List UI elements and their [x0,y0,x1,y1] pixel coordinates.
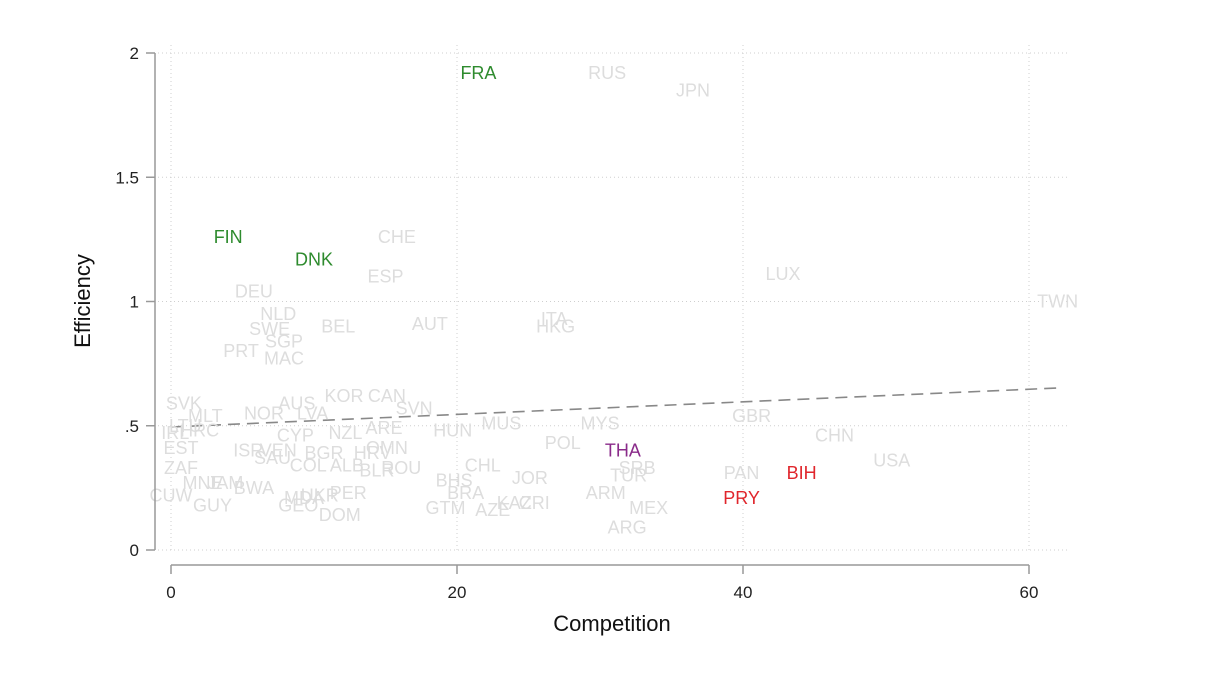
point-label-cri: CRI [519,493,550,513]
point-label-irl: IRL [161,423,189,443]
point-label-dom: DOM [319,505,361,525]
point-label-esp: ESP [367,267,403,287]
point-label-fin: FIN [214,227,243,247]
point-label-pry: PRY [723,488,760,508]
point-label-omn: OMN [366,438,408,458]
point-label-arg: ARG [608,518,647,538]
point-label-zaf: ZAF [164,458,198,478]
y-tick-label: 0 [130,541,139,560]
point-label-jor: JOR [512,468,548,488]
y-axis-title: Efficiency [70,254,95,348]
point-label-kor: KOR [325,386,364,406]
point-label-jam: JAM [207,473,243,493]
point-label-guy: GUY [193,495,232,515]
point-label-est: EST [164,438,199,458]
point-label-fra: FRA [460,63,496,83]
point-label-sgp: SGP [265,331,303,351]
point-label-svk: SVK [166,393,202,413]
point-label-mus: MUS [481,413,521,433]
point-label-bel: BEL [321,316,355,336]
point-label-lva: LVA [297,403,328,423]
point-label-nzl: NZL [328,423,362,443]
point-label-mac: MAC [264,349,304,369]
point-label-hun: HUN [433,421,472,441]
point-label-can: CAN [368,386,406,406]
point-label-sau: SAU [254,448,291,468]
point-label-per: PER [330,483,367,503]
point-label-mne: MNE [182,473,222,493]
x-tick-label: 20 [448,583,467,602]
point-label-tha: THA [605,441,641,461]
point-label-chl: CHL [465,456,501,476]
point-label-nld: NLD [260,304,296,324]
point-label-are: ARE [366,418,403,438]
point-label-alb: ALB [330,456,364,476]
y-tick-label: 1.5 [115,168,139,187]
axes: 0.511.520 20 40 60 [115,44,1038,602]
point-label-isr: ISR [233,441,263,461]
point-label-chn: CHN [815,426,854,446]
point-label-rus: RUS [588,63,626,83]
point-label-bwa: BWA [234,478,274,498]
point-label-hrv: HRV [354,443,392,463]
point-label-col: COL [290,456,327,476]
point-label-aus: AUS [278,393,315,413]
point-label-mda: MDA [284,488,324,508]
point-label-mex: MEX [629,498,668,518]
point-label-svn: SVN [396,398,433,418]
point-label-gtm: GTM [426,498,466,518]
point-label-aze: AZE [475,500,510,520]
point-label-gbr: GBR [732,406,771,426]
point-label-prt: PRT [223,341,259,361]
point-label-swe: SWE [249,319,290,339]
point-label-deu: DEU [235,282,273,302]
point-label-bgr: BGR [305,443,344,463]
point-label-che: CHE [378,227,416,247]
point-label-bra: BRA [447,483,484,503]
point-label-nor: NOR [244,403,284,423]
point-label-hkg: HKG [536,316,575,336]
point-label-ukr: UKR [301,485,339,505]
x-tick-label: 60 [1020,583,1039,602]
point-label-blr: BLR [359,460,394,480]
point-label-ita: ITA [541,309,568,329]
point-label-arm: ARM [586,483,626,503]
grid-lines [158,45,1070,551]
x-tick-label: 0 [166,583,175,602]
point-label-cuw: CUW [150,485,193,505]
point-label-rou: ROU [381,458,421,478]
point-label-hrc: HRC [180,421,219,441]
point-label-dnk: DNK [295,249,333,269]
point-label-kaz: KAZ [497,493,532,513]
point-label-lux: LUX [766,264,801,284]
y-tick-label: 2 [130,44,139,63]
point-label-ven: VEN [260,441,297,461]
point-label-usa: USA [873,451,910,471]
y-tick-label: 1 [130,293,139,312]
point-label-mys: MYS [580,413,619,433]
x-axis-title: Competition [553,611,670,636]
point-label-bhs: BHS [436,470,473,490]
point-label-bih: BIH [787,463,817,483]
fit-line [170,387,1058,428]
point-label-pan: PAN [724,463,760,483]
point-label-twn: TWN [1037,292,1078,312]
x-tick-label: 40 [734,583,753,602]
point-label-ltu: LTU [169,416,202,436]
point-label-pol: POL [545,433,581,453]
point-label-aut: AUT [412,314,448,334]
y-tick-label: .5 [125,417,139,436]
point-label-srb: SRB [619,458,656,478]
point-label-cyp: CYP [277,426,314,446]
point-label-jpn: JPN [676,80,710,100]
point-label-geo: GEO [278,495,318,515]
point-label-mlt: MLT [188,406,223,426]
point-label-tur: TUR [610,465,647,485]
fit-line-group [170,387,1058,428]
